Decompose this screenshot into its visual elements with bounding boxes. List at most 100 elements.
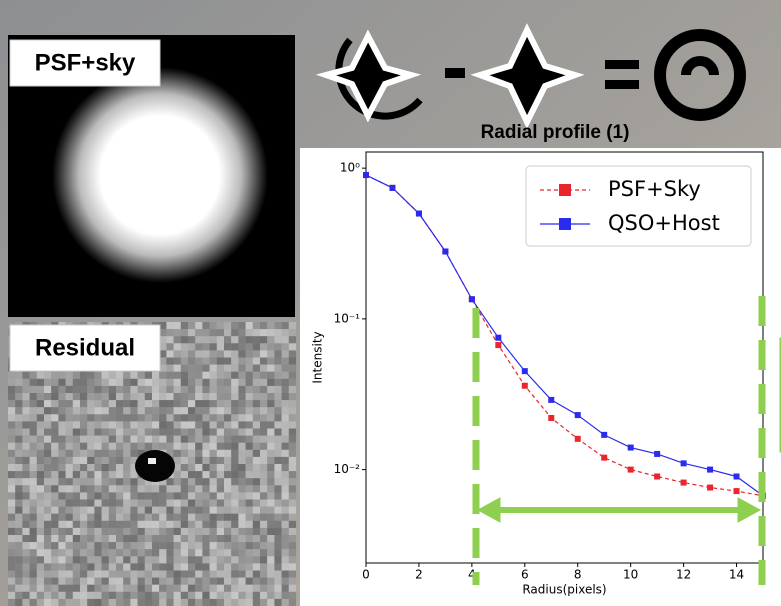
noise-pixel [174,492,181,499]
noise-pixel [166,358,173,365]
noise-pixel [102,457,109,464]
noise-pixel [224,329,231,336]
noise-pixel [159,443,166,450]
noise-pixel [145,542,152,549]
noise-pixel [267,549,274,556]
noise-pixel [246,549,253,556]
noise-pixel [138,571,145,578]
noise-pixel [109,436,116,443]
noise-pixel [138,599,145,606]
noise-pixel [195,592,202,599]
noise-pixel [202,436,209,443]
noise-pixel [123,521,130,528]
noise-pixel [260,485,267,492]
noise-pixel [30,585,37,592]
noise-pixel [152,507,159,514]
noise-pixel [102,471,109,478]
noise-pixel [73,400,80,407]
noise-pixel [102,372,109,379]
noise-pixel [217,585,224,592]
noise-pixel [166,571,173,578]
noise-pixel [66,599,73,606]
noise-pixel [37,450,44,457]
noise-pixel [116,407,123,414]
noise-pixel [166,343,173,350]
noise-pixel [224,457,231,464]
noise-pixel [238,386,245,393]
noise-pixel [44,450,51,457]
noise-pixel [109,457,116,464]
noise-pixel [202,421,209,428]
noise-pixel [138,386,145,393]
noise-pixel [253,365,260,372]
noise-pixel [224,521,231,528]
noise-pixel [195,464,202,471]
noise-pixel [289,443,296,450]
noise-pixel [109,450,116,457]
noise-pixel [138,542,145,549]
noise-pixel [22,471,29,478]
noise-pixel [109,500,116,507]
noise-pixel [116,478,123,485]
noise-pixel [224,578,231,585]
noise-pixel [44,421,51,428]
noise-pixel [260,407,267,414]
noise-pixel [238,407,245,414]
marker [707,485,713,491]
noise-pixel [210,393,217,400]
noise-pixel [188,379,195,386]
noise-pixel [66,563,73,570]
noise-pixel [210,471,217,478]
noise-pixel [282,365,289,372]
noise-pixel [87,535,94,542]
noise-pixel [282,350,289,357]
noise-pixel [73,443,80,450]
noise-pixel [267,365,274,372]
noise-pixel [94,578,101,585]
noise-pixel [181,464,188,471]
noise-pixel [138,443,145,450]
noise-pixel [8,592,15,599]
noise-pixel [30,450,37,457]
noise-pixel [15,450,22,457]
noise-pixel [260,457,267,464]
noise-pixel [116,563,123,570]
noise-pixel [282,507,289,514]
noise-pixel [253,372,260,379]
noise-pixel [37,542,44,549]
noise-pixel [123,393,130,400]
noise-pixel [202,471,209,478]
noise-pixel [282,500,289,507]
noise-pixel [274,450,281,457]
noise-pixel [145,379,152,386]
noise-pixel [202,343,209,350]
x-tick-label: 14 [729,568,744,582]
noise-pixel [188,500,195,507]
noise-pixel [181,343,188,350]
noise-pixel [44,379,51,386]
noise-pixel [246,429,253,436]
noise-pixel [181,471,188,478]
noise-pixel [181,549,188,556]
noise-pixel [73,485,80,492]
noise-pixel [152,386,159,393]
noise-pixel [8,492,15,499]
noise-pixel [145,386,152,393]
noise-pixel [15,421,22,428]
noise-pixel [202,329,209,336]
noise-pixel [94,400,101,407]
noise-pixel [195,514,202,521]
noise-pixel [289,471,296,478]
noise-pixel [231,407,238,414]
noise-pixel [224,599,231,606]
noise-pixel [238,464,245,471]
noise-pixel [73,542,80,549]
noise-pixel [195,400,202,407]
noise-pixel [238,585,245,592]
noise-pixel [246,507,253,514]
noise-pixel [231,322,238,329]
noise-pixel [30,443,37,450]
noise-pixel [195,336,202,343]
noise-pixel [15,535,22,542]
noise-pixel [159,585,166,592]
